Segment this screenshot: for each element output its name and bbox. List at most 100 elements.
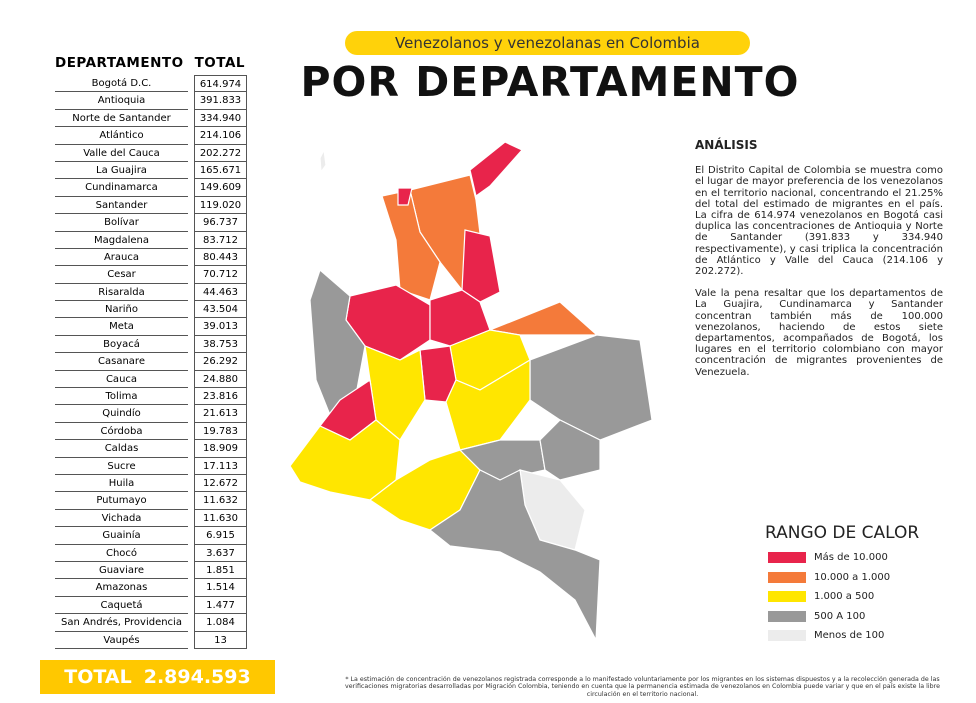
count: 39.013 [194,318,247,336]
count: 11.630 [194,509,247,528]
legend-title: RANGO DE CALOR [765,523,920,543]
region [487,301,599,336]
table-row: Bolívar 96.737 [55,214,255,232]
table-row: Amazonas 1.514 [55,579,255,597]
count: 149.609 [194,179,247,197]
department: Cauca [55,371,188,389]
region [381,189,441,301]
count: 119.020 [194,196,247,215]
legend-swatch [768,591,806,603]
count: 1.851 [194,561,247,580]
legend-label: Menos de 100 [814,630,885,642]
table-row: Caquetá 1.477 [55,596,255,615]
table-row: Chocó 3.637 [55,544,255,562]
count: 24.880 [194,370,247,389]
count: 1.084 [194,614,247,632]
legend-swatch [768,552,806,564]
department: Antioquia [55,92,188,110]
legend: Más de 10.000 10.000 a 1.000 1.000 a 500 50… [768,548,890,646]
table-row: Cundinamarca 149.609 [55,179,255,197]
department: Quindío [55,405,188,423]
department: Santander [55,197,188,215]
paragraph: Vale la pena resaltar que los departamen… [695,288,943,378]
region [461,229,501,303]
department: Vaupés [55,632,188,649]
department: Caldas [55,440,188,458]
table-row: Magdalena 83.712 [55,231,255,249]
count: 17.113 [194,457,247,475]
department: Huila [55,475,188,493]
department: Chocó [55,545,188,562]
count: 21.613 [194,405,247,423]
department: Guainía [55,527,188,545]
count: 18.909 [194,440,247,458]
table-row: Huila 12.672 [55,474,255,493]
title: POR DEPARTAMENTO [300,58,800,106]
analysis-title: ANÁLISIS [695,138,758,152]
legend-item: 1.000 a 500 [768,587,890,607]
region [445,358,531,451]
table-row: Guainía 6.915 [55,527,255,545]
legend-label: 10.000 a 1.000 [814,571,891,583]
department: Norte de Santander [55,110,188,128]
department: San Andrés, Providencia [55,614,188,632]
department: Tolima [55,388,188,406]
table-row: Boyacá 38.753 [55,335,255,354]
count: 165.671 [194,161,247,180]
total-value: 2.894.593 [143,666,251,688]
count: 1.477 [194,596,247,615]
count: 44.463 [194,283,247,302]
department: Nariño [55,301,188,319]
department: Boyacá [55,336,188,354]
total-banner: TOTAL 2.894.593 [40,660,275,694]
count: 11.632 [194,492,247,510]
count: 96.737 [194,214,247,232]
department: Guaviare [55,562,188,580]
table-row: Cauca 24.880 [55,370,255,389]
count: 214.106 [194,127,247,145]
table-body: Bogotá D.C. 614.974 Antioquia 391.833 Norte … [55,75,255,649]
department: Bolívar [55,214,188,232]
table-row: San Andrés, Providencia 1.084 [55,614,255,632]
count: 26.292 [194,353,247,371]
table-row: Vaupés 13 [55,631,255,649]
table-row: Caldas 18.909 [55,440,255,458]
table-row: Vichada 11.630 [55,509,255,528]
table-header: DEPARTAMENTO TOTAL [55,55,255,75]
department: Casanare [55,353,188,371]
department: Cundinamarca [55,179,188,197]
legend-label: 1.000 a 500 [814,591,875,603]
table-row: Córdoba 19.783 [55,422,255,441]
table-row: Guaviare 1.851 [55,561,255,580]
count: 3.637 [194,544,247,562]
table-row: Sucre 17.113 [55,457,255,475]
header-cell: DEPARTAMENTO [55,55,184,71]
count: 38.753 [194,335,247,354]
count: 13 [194,631,247,649]
count: 43.504 [194,301,247,319]
subtitle: Venezolanos y venezolanas en Colombia [345,31,750,55]
count: 23.816 [194,388,247,406]
table-row: Risaralda 44.463 [55,283,255,302]
department: Caquetá [55,597,188,615]
footnote: * La estimación de concentración de vene… [345,676,940,698]
department: Córdoba [55,423,188,441]
legend-item: 10.000 a 1.000 [768,568,890,588]
legend-swatch [768,630,806,642]
department: Atlántico [55,127,188,145]
region [428,469,601,643]
table-row: Arauca 80.443 [55,248,255,267]
department: Magdalena [55,232,188,249]
table: DEPARTAMENTO TOTAL Bogotá D.C. 614.974 Anti… [55,55,255,649]
legend-item: 500 A 100 [768,607,890,627]
legend-item: Menos de 100 [768,626,890,646]
department: Cesar [55,266,188,284]
table-row: La Guajira 165.671 [55,161,255,180]
table-row: Antioquia 391.833 [55,92,255,110]
region [289,419,401,501]
table-row: Quindío 21.613 [55,405,255,423]
island [319,147,327,174]
region [469,141,523,198]
legend-item: Más de 10.000 [768,548,890,568]
count: 391.833 [194,92,247,110]
